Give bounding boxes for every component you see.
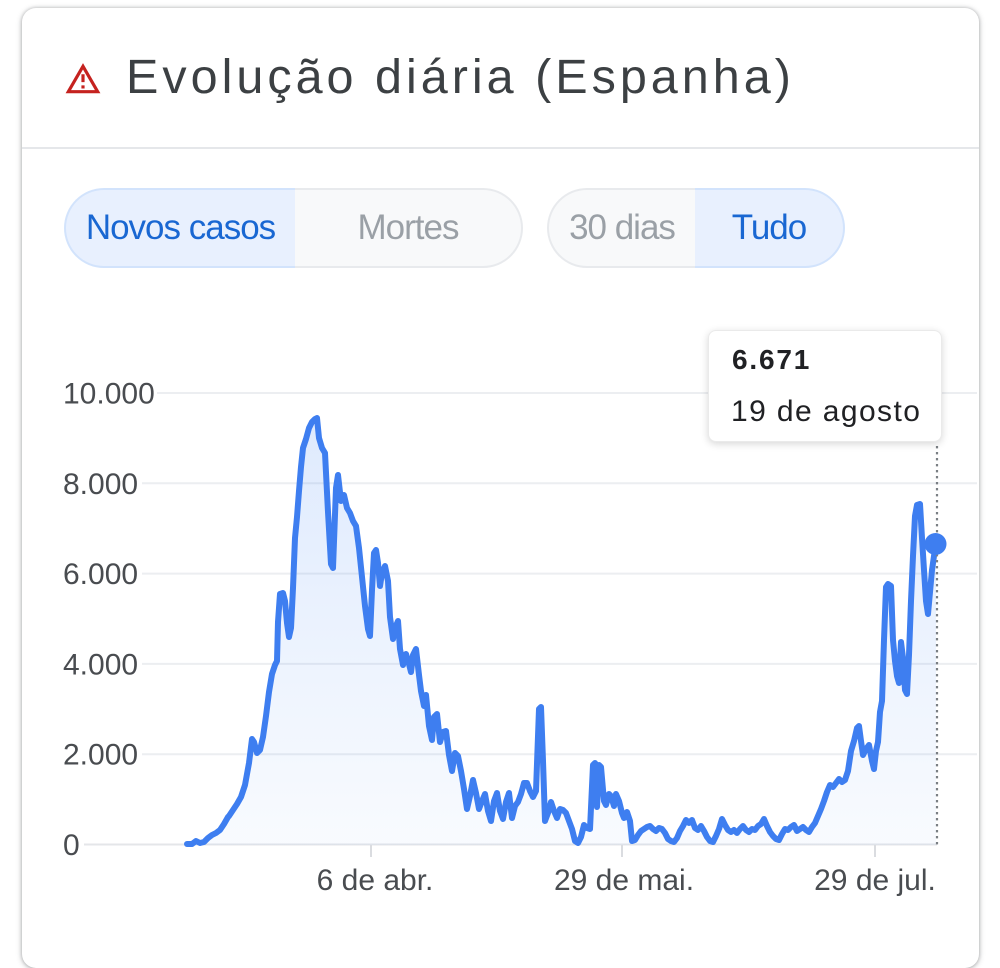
svg-text:0: 0 (63, 829, 80, 862)
svg-text:8.000: 8.000 (63, 468, 138, 501)
svg-text:6 de abr.: 6 de abr. (317, 864, 434, 897)
svg-text:2.000: 2.000 (63, 739, 138, 772)
svg-text:29 de jul.: 29 de jul. (814, 864, 936, 897)
svg-text:6.000: 6.000 (63, 558, 138, 591)
svg-text:29 de mai.: 29 de mai. (554, 864, 694, 897)
svg-text:4.000: 4.000 (63, 648, 138, 681)
svg-text:10.000: 10.000 (63, 378, 155, 411)
